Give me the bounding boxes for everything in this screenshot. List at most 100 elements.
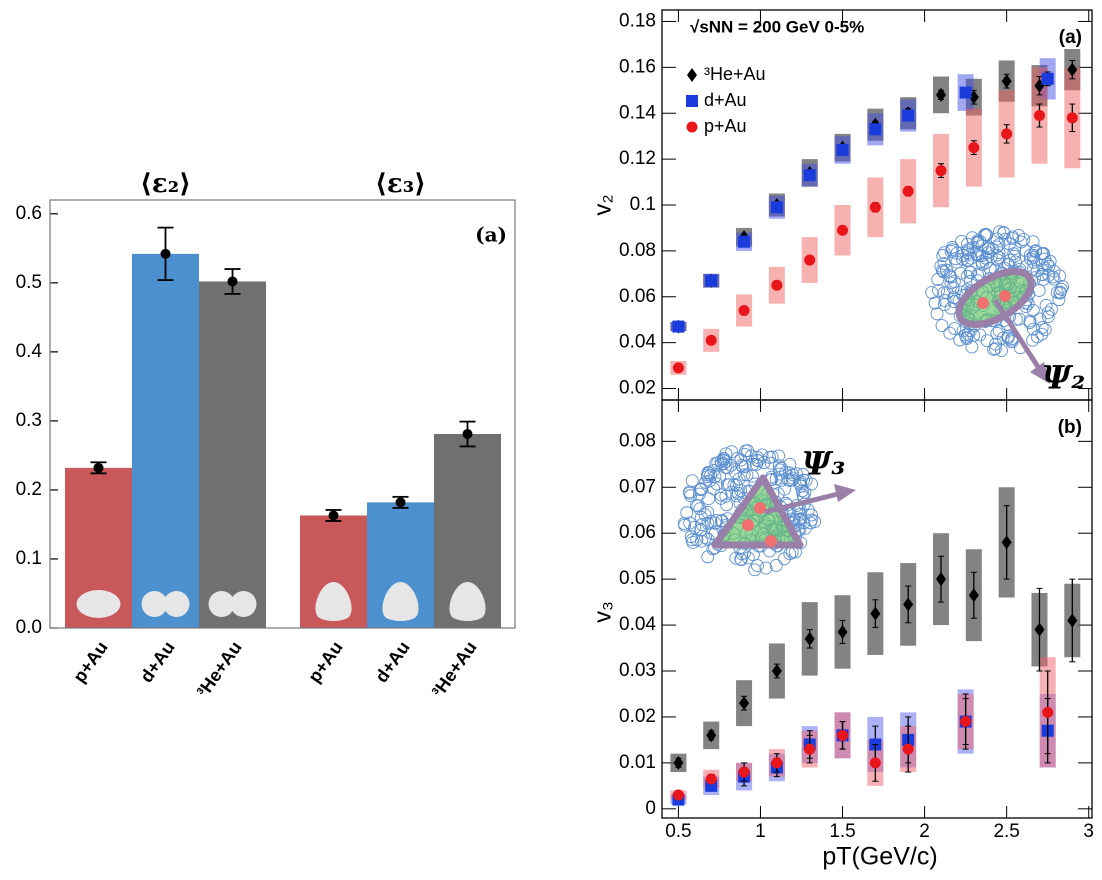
nucleon xyxy=(707,463,721,477)
nucleon xyxy=(960,254,974,268)
marker xyxy=(771,757,783,769)
x-axis-label: pT(GeV/c) xyxy=(822,843,937,871)
nucleon xyxy=(931,272,945,286)
marker xyxy=(770,201,783,214)
marker xyxy=(687,68,697,82)
nucleon-hot xyxy=(742,519,754,531)
nucleon xyxy=(714,455,728,468)
annotation: Ψ₃ xyxy=(802,445,845,483)
nucleon xyxy=(1039,299,1053,312)
marker xyxy=(686,121,698,133)
y-tick-label: 0.12 xyxy=(619,148,656,169)
nucleon xyxy=(749,458,763,471)
marker xyxy=(870,606,881,621)
y-tick-label: 0.5 xyxy=(16,272,42,293)
y-tick-label: 0.04 xyxy=(619,614,656,635)
marker xyxy=(804,743,816,755)
marker xyxy=(1033,110,1045,122)
y-tick-label: 0.0 xyxy=(16,617,42,638)
marker xyxy=(1067,62,1078,77)
nucleon xyxy=(1052,293,1066,307)
nucleon xyxy=(944,301,958,315)
nucleus-icon xyxy=(382,582,419,621)
y-axis-label: v₂ xyxy=(589,194,616,215)
nucleon xyxy=(778,482,792,496)
nucleon xyxy=(688,520,702,534)
bar xyxy=(132,253,199,628)
y-tick-label: 0.08 xyxy=(619,430,656,451)
y-tick-label: 0.04 xyxy=(619,332,656,353)
x-tick-label: 3 xyxy=(1083,821,1094,842)
nucleon xyxy=(731,486,745,500)
marker xyxy=(968,588,979,603)
y-tick-label: 0.03 xyxy=(619,660,656,681)
x-tick-label: d+Au xyxy=(371,638,413,687)
nucleon xyxy=(996,331,1010,345)
marker xyxy=(771,664,782,679)
nucleon xyxy=(944,270,958,284)
marker xyxy=(968,142,980,154)
nucleus-icon xyxy=(76,590,121,618)
nucleon xyxy=(786,468,800,482)
nucleon xyxy=(945,243,959,257)
nucleon xyxy=(741,551,755,565)
y-tick-label: 0.08 xyxy=(619,240,656,261)
y-axis-label: v₃ xyxy=(589,601,616,623)
nucleon xyxy=(946,281,960,295)
nucleon xyxy=(935,319,949,333)
marker xyxy=(936,572,947,587)
y-tick-label: 0 xyxy=(645,798,656,819)
marker xyxy=(869,123,882,136)
nucleon xyxy=(1026,322,1040,336)
marker xyxy=(1034,622,1045,637)
nucleon xyxy=(740,468,754,482)
marker xyxy=(672,320,685,333)
nucleon xyxy=(772,449,786,463)
nucleon xyxy=(987,342,1001,356)
point xyxy=(160,248,171,259)
nucleon xyxy=(980,334,994,348)
marker xyxy=(738,235,751,248)
point xyxy=(328,510,339,521)
nucleon xyxy=(721,478,734,492)
y-tick-label: 0.18 xyxy=(619,10,656,31)
nucleon xyxy=(751,454,765,468)
nucleon-hot xyxy=(765,535,777,547)
marker xyxy=(959,86,972,99)
nucleon xyxy=(944,245,958,258)
nucleon xyxy=(719,447,733,461)
nucleon xyxy=(1006,232,1019,246)
nucleon xyxy=(975,255,989,268)
plot-frame xyxy=(661,399,1093,819)
nucleon xyxy=(769,558,783,572)
marker xyxy=(1001,128,1013,140)
nucleon xyxy=(972,249,986,263)
nucleon xyxy=(971,234,985,247)
nucleon xyxy=(1035,327,1049,341)
nucleon xyxy=(1014,235,1028,249)
nucleon xyxy=(691,499,705,513)
nucleon xyxy=(1047,264,1061,278)
y-tick-label: 0.02 xyxy=(619,378,656,399)
nucleon xyxy=(783,457,797,471)
legend-label: p+Au xyxy=(704,116,747,136)
nucleon xyxy=(684,530,698,544)
y-tick-label: 0.06 xyxy=(619,522,656,543)
nucleon xyxy=(680,506,694,520)
marker xyxy=(1066,112,1078,124)
x-tick-label: p+Au xyxy=(69,638,111,687)
marker xyxy=(1001,74,1012,89)
nucleon xyxy=(995,344,1008,357)
nucleon xyxy=(686,535,700,549)
marker xyxy=(1001,535,1012,550)
marker xyxy=(771,279,783,291)
marker xyxy=(705,274,718,287)
marker xyxy=(1067,613,1078,628)
nucleon xyxy=(773,463,786,477)
x-tick-label: 2.5 xyxy=(993,821,1019,842)
x-tick-label: 2 xyxy=(919,821,930,842)
panel-label: (a) xyxy=(475,223,507,247)
marker xyxy=(960,716,972,728)
nucleon xyxy=(759,561,773,575)
nucleon xyxy=(1045,302,1058,316)
